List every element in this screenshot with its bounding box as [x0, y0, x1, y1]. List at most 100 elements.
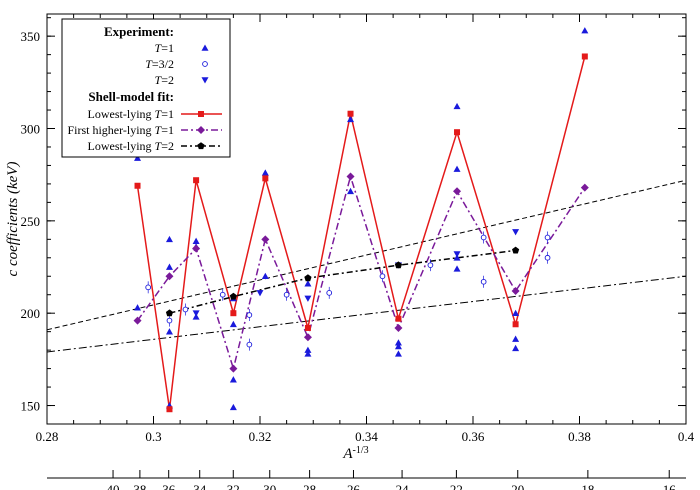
fit-lowest-t1-marker	[581, 53, 588, 60]
fit-lowest-t2-marker	[394, 261, 403, 269]
exp-t1-point	[304, 346, 312, 353]
exp-t2-point	[512, 229, 520, 236]
legend-higher-marker	[197, 126, 205, 134]
exp-t2-point	[453, 251, 461, 258]
exp-t1-point	[347, 187, 355, 195]
exp-t1-point	[453, 265, 461, 272]
y-tick-labels: 150 200 250 300 350	[21, 29, 41, 413]
legend-fit-t2: Lowest-lying T=2	[88, 139, 174, 153]
exp-t1-point	[512, 344, 520, 352]
exp-t32-point	[145, 284, 152, 291]
fit-higher-t1-marker	[453, 187, 462, 196]
legend-fit-lowest: Lowest-lying T=1	[88, 107, 174, 121]
exp-t32-point	[326, 290, 333, 296]
y-tick-label: 250	[21, 214, 41, 229]
mass-tick-label: 38	[133, 482, 146, 490]
fit-lowest-t1-marker	[347, 110, 354, 117]
exp-t1-point	[394, 350, 402, 357]
exp-t1-point	[229, 403, 237, 411]
mass-axis-ticks: 40 38 36 34 32 30 28 26 24 22 20 18 16	[107, 470, 677, 490]
fit-lowest-t1-marker	[395, 315, 402, 322]
legend-fit-higher: First higher-lying T=1	[67, 123, 174, 137]
exp-t32-point	[427, 262, 434, 269]
fit-lowest-t1-marker	[262, 175, 269, 182]
legend-fit-title: Shell-model fit:	[88, 89, 174, 104]
fit-higher-t1-marker	[511, 287, 520, 296]
fit-higher-t1-marker	[165, 272, 174, 281]
exp-t1-point	[304, 280, 312, 287]
exp-t32-point	[480, 278, 487, 285]
fit-lowest-t2-marker	[512, 246, 520, 254]
legend-t2-marker	[201, 77, 209, 84]
x-axis-title-exp: -1/3	[353, 445, 369, 456]
x-tick-label: 0.3	[145, 429, 161, 444]
trend-lines	[46, 179, 687, 353]
exp-t32-point	[480, 234, 487, 241]
mass-tick-label: 20	[511, 482, 524, 490]
exp-t1-point	[453, 165, 461, 172]
exp-t1-point	[394, 339, 402, 346]
mass-tick-label: 28	[303, 482, 316, 490]
exp-t32-point	[283, 291, 290, 298]
trend-line	[46, 275, 687, 353]
fit-lowest-t1-marker	[193, 177, 200, 184]
fit-lowest-t1-marker	[454, 129, 461, 136]
exp-t1-point	[134, 154, 142, 161]
fit-lowest-t1-marker	[230, 310, 237, 317]
fit-higher-t1-marker	[346, 172, 355, 181]
exp-t1-point	[165, 235, 173, 243]
fit-line-higher-t1	[136, 173, 586, 372]
x-tick-label: 0.4	[678, 429, 695, 444]
x-tick-label: 0.38	[568, 429, 591, 444]
exp-t1-point	[261, 169, 269, 176]
exp-t32-point	[219, 291, 226, 298]
x-tick-label: 0.28	[36, 429, 59, 444]
exp-t1-point	[453, 102, 461, 110]
exp-t1-point	[394, 342, 402, 350]
legend-lowest-marker	[198, 111, 204, 117]
legend-markers	[181, 44, 222, 150]
fit-lowest-t2-marker	[165, 309, 174, 317]
y-tick-label: 350	[21, 29, 41, 44]
fit-higher-t1-marker	[261, 235, 270, 244]
mass-tick-label: 16	[663, 482, 677, 490]
exp-t32-point	[182, 306, 189, 313]
exp-t1-point	[165, 328, 173, 335]
exp-t2-point	[192, 310, 200, 317]
exp-t1-point	[512, 309, 520, 316]
exp-t1-point	[229, 320, 237, 328]
y-axis-title: c coefficients (keV)	[5, 162, 21, 277]
exp-t32-point	[166, 317, 173, 324]
exp-t1-point	[192, 237, 200, 244]
fit-line-lowest-t2	[169, 249, 516, 314]
fit-lowest-t1-marker	[512, 321, 519, 328]
legend-box	[61, 18, 231, 158]
mass-tick-label: 26	[347, 482, 361, 490]
exp-t1-point	[134, 304, 142, 311]
y-tick-label: 300	[21, 122, 41, 137]
exp-t32-point	[544, 254, 551, 261]
fit-lowest-t1-marker	[134, 182, 141, 189]
mass-tick-label: 40	[107, 482, 120, 490]
x-tick-labels: 0.28 0.3 0.32 0.34 0.36 0.38 0.4	[36, 429, 695, 444]
x-tick-label: 0.34	[355, 429, 378, 444]
x-axis-title: A-1/3	[342, 445, 368, 463]
fit-higher-t1-marker	[133, 316, 142, 325]
exp-t32-point	[544, 234, 551, 241]
mass-tick-label: 34	[193, 482, 207, 490]
legend-t2-fit-marker	[197, 142, 205, 150]
exp-t32-point	[246, 312, 253, 318]
mass-tick-label: 24	[396, 482, 410, 490]
x-axis-title-base: A	[342, 446, 353, 462]
mass-tick-label: 36	[162, 482, 176, 490]
fit-higher-t1-marker	[192, 244, 201, 253]
legend: Experiment: T=1 T=3/2 T=2 Shell-model fi…	[61, 18, 231, 158]
mass-tick-label: 22	[450, 482, 463, 490]
top-mass-axis: 40 38 36 34 32 30 28 26 24 22 20 18 16	[47, 470, 686, 490]
fit-lowest-t1-marker	[166, 406, 173, 413]
exp-t1-point	[165, 263, 173, 270]
legend-exp-title: Experiment:	[104, 24, 174, 39]
exp-t32-point	[246, 341, 253, 348]
exp-t1-point	[229, 376, 237, 383]
